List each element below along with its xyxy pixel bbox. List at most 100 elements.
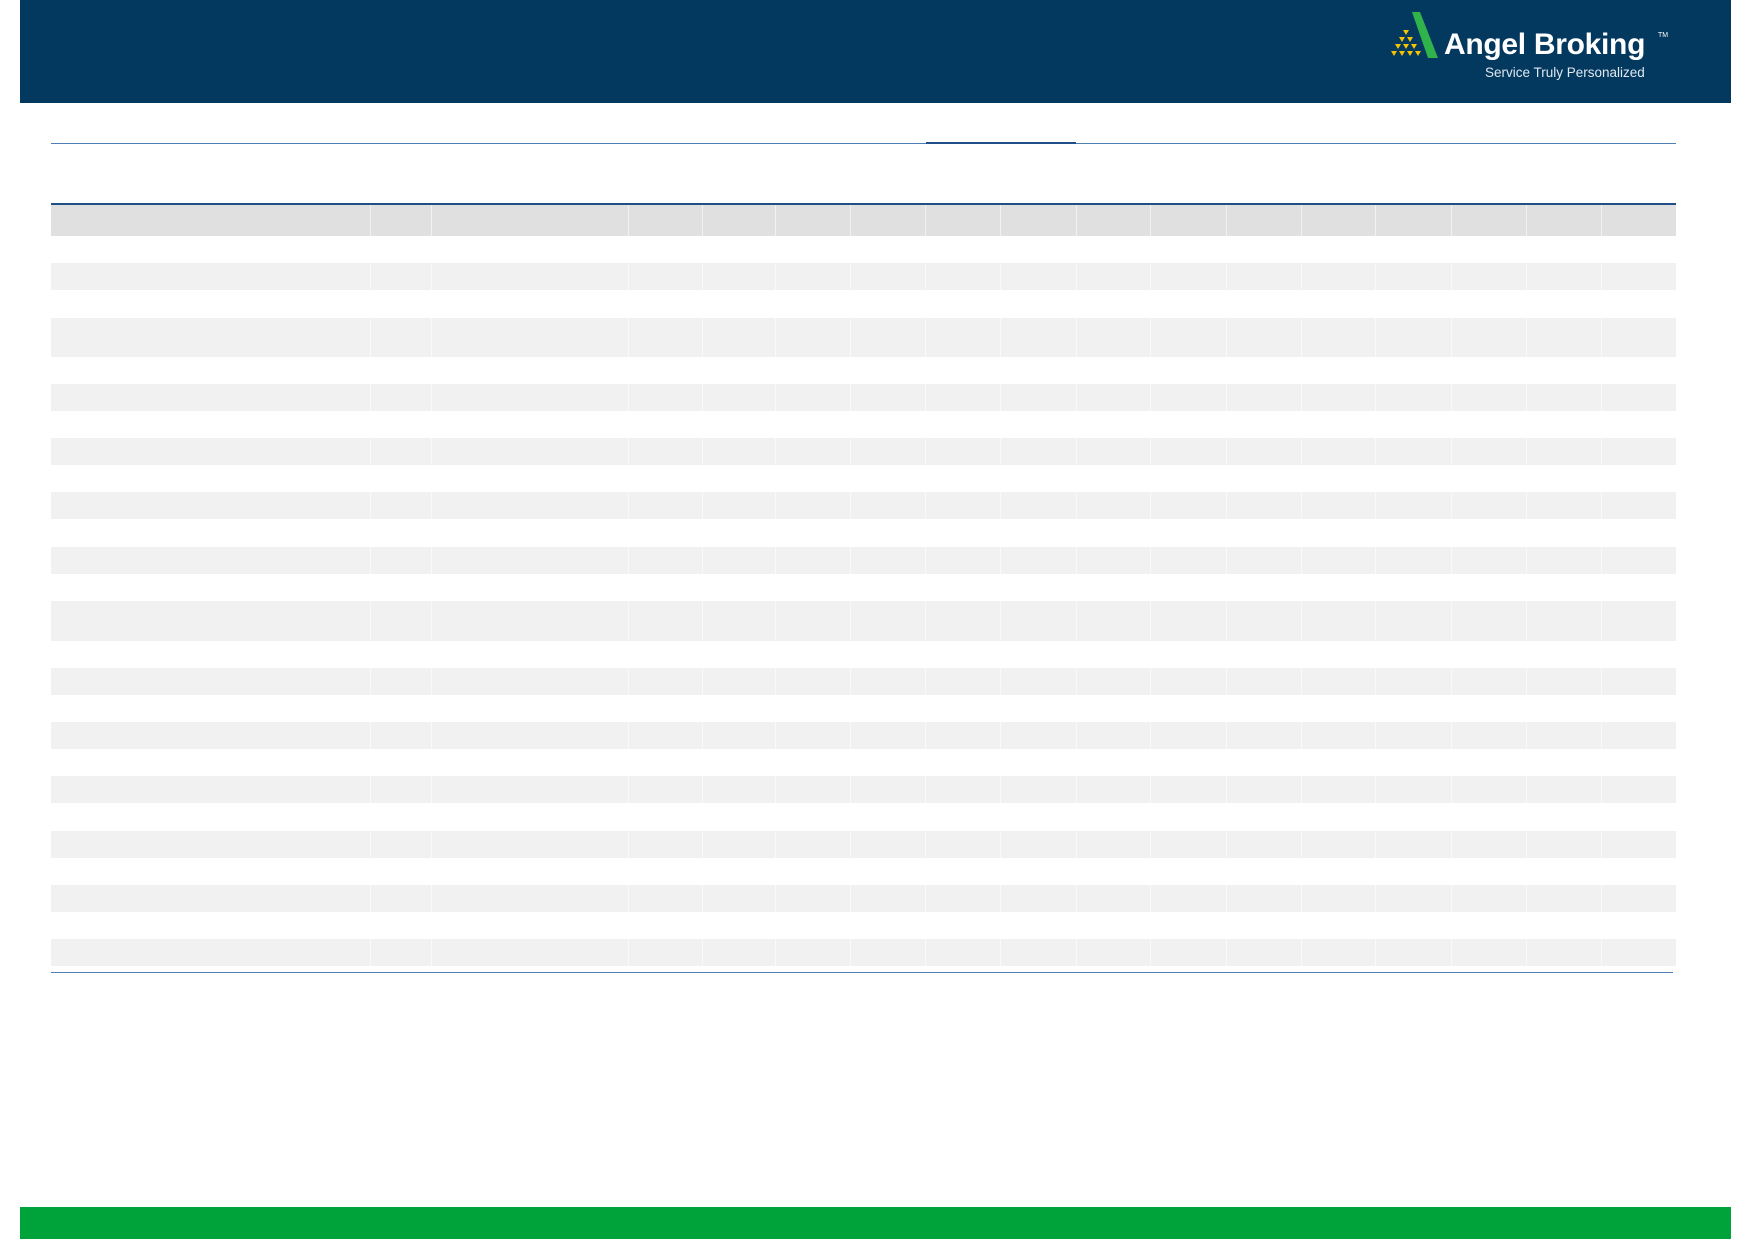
table-cell <box>775 885 776 912</box>
table-cell <box>775 465 776 492</box>
table-cell <box>775 695 776 722</box>
table-cell <box>1301 695 1302 722</box>
table-cell <box>850 290 851 318</box>
table-row <box>51 966 1676 976</box>
table-cell <box>1076 601 1077 641</box>
table-cell <box>1301 357 1302 384</box>
table-cell <box>1451 492 1452 519</box>
table-cell <box>1150 695 1151 722</box>
table-cell <box>431 858 432 885</box>
table-cell <box>1526 411 1527 438</box>
table-cell <box>1226 858 1227 885</box>
table-cell <box>850 357 851 384</box>
table-cell <box>1000 912 1001 939</box>
table-cell <box>1226 519 1227 547</box>
table-cell <box>628 411 629 438</box>
table-cell <box>1526 357 1527 384</box>
table-cell <box>925 438 926 465</box>
table-cell <box>702 384 703 411</box>
table-cell <box>1150 236 1151 263</box>
table-cell <box>370 574 371 601</box>
table-cell <box>1000 236 1001 263</box>
table-row <box>51 492 1676 519</box>
table-cell <box>925 858 926 885</box>
table-cell <box>1000 601 1001 641</box>
table-cell <box>628 668 629 695</box>
table-cell <box>775 831 776 858</box>
table-cell <box>431 411 432 438</box>
table-cell <box>1601 939 1602 966</box>
table-row <box>51 290 1676 318</box>
table-cell <box>775 803 776 831</box>
table-cell <box>702 668 703 695</box>
title-rule-accent <box>926 142 1076 144</box>
table-cell <box>1526 858 1527 885</box>
table-cell <box>1076 236 1077 263</box>
table-cell <box>1000 357 1001 384</box>
table-cell <box>370 236 371 263</box>
table-cell <box>370 722 371 749</box>
table-cell <box>1076 263 1077 290</box>
table-cell <box>702 776 703 803</box>
table-cell <box>1150 966 1151 976</box>
table-cell <box>1301 492 1302 519</box>
table-cell <box>702 263 703 290</box>
table-cell <box>1000 547 1001 574</box>
logo-wordmark: Angel Broking <box>1444 28 1646 61</box>
table-cell <box>1451 384 1452 411</box>
table-cell <box>1150 290 1151 318</box>
table-cell <box>1451 641 1452 668</box>
table-cell <box>925 263 926 290</box>
table-cell <box>1451 858 1452 885</box>
table-cell <box>1451 411 1452 438</box>
table-cell <box>1150 858 1151 885</box>
table-cell <box>1226 722 1227 749</box>
table-cell <box>1150 722 1151 749</box>
table-cell <box>1000 641 1001 668</box>
table-cell <box>370 357 371 384</box>
table-cell <box>628 831 629 858</box>
table-cell <box>925 492 926 519</box>
table-cell <box>775 858 776 885</box>
table-cell <box>1526 831 1527 858</box>
table-row <box>51 912 1676 939</box>
table-header-cell <box>1301 205 1302 236</box>
table-cell <box>1526 465 1527 492</box>
table-cell <box>1226 263 1227 290</box>
table-cell <box>850 236 851 263</box>
table-cell <box>1301 722 1302 749</box>
table-cell <box>702 722 703 749</box>
table-header-cell <box>1000 205 1001 236</box>
table-row <box>51 574 1676 601</box>
table-cell <box>1601 411 1602 438</box>
table-cell <box>775 966 776 976</box>
table-cell <box>850 858 851 885</box>
table-cell <box>370 601 371 641</box>
table-cell <box>925 668 926 695</box>
table-cell <box>1526 912 1527 939</box>
table-cell <box>1375 438 1376 465</box>
table-cell <box>1226 912 1227 939</box>
table-cell <box>1601 695 1602 722</box>
table-cell <box>1526 263 1527 290</box>
table-cell <box>925 236 926 263</box>
table-cell <box>1000 695 1001 722</box>
table-cell <box>1601 885 1602 912</box>
table-cell <box>1601 357 1602 384</box>
table-cell <box>925 939 926 966</box>
table-cell <box>1076 465 1077 492</box>
table-cell <box>1526 939 1527 966</box>
table-cell <box>850 966 851 976</box>
table-cell <box>1601 641 1602 668</box>
table-cell <box>1226 547 1227 574</box>
table-cell <box>1601 547 1602 574</box>
table-cell <box>628 492 629 519</box>
table-cell <box>370 641 371 668</box>
table-cell <box>628 641 629 668</box>
table-cell <box>1150 574 1151 601</box>
table-row <box>51 519 1676 547</box>
table-header-cell <box>628 205 629 236</box>
table-cell <box>1226 885 1227 912</box>
table-cell <box>850 519 851 547</box>
table-cell <box>628 722 629 749</box>
